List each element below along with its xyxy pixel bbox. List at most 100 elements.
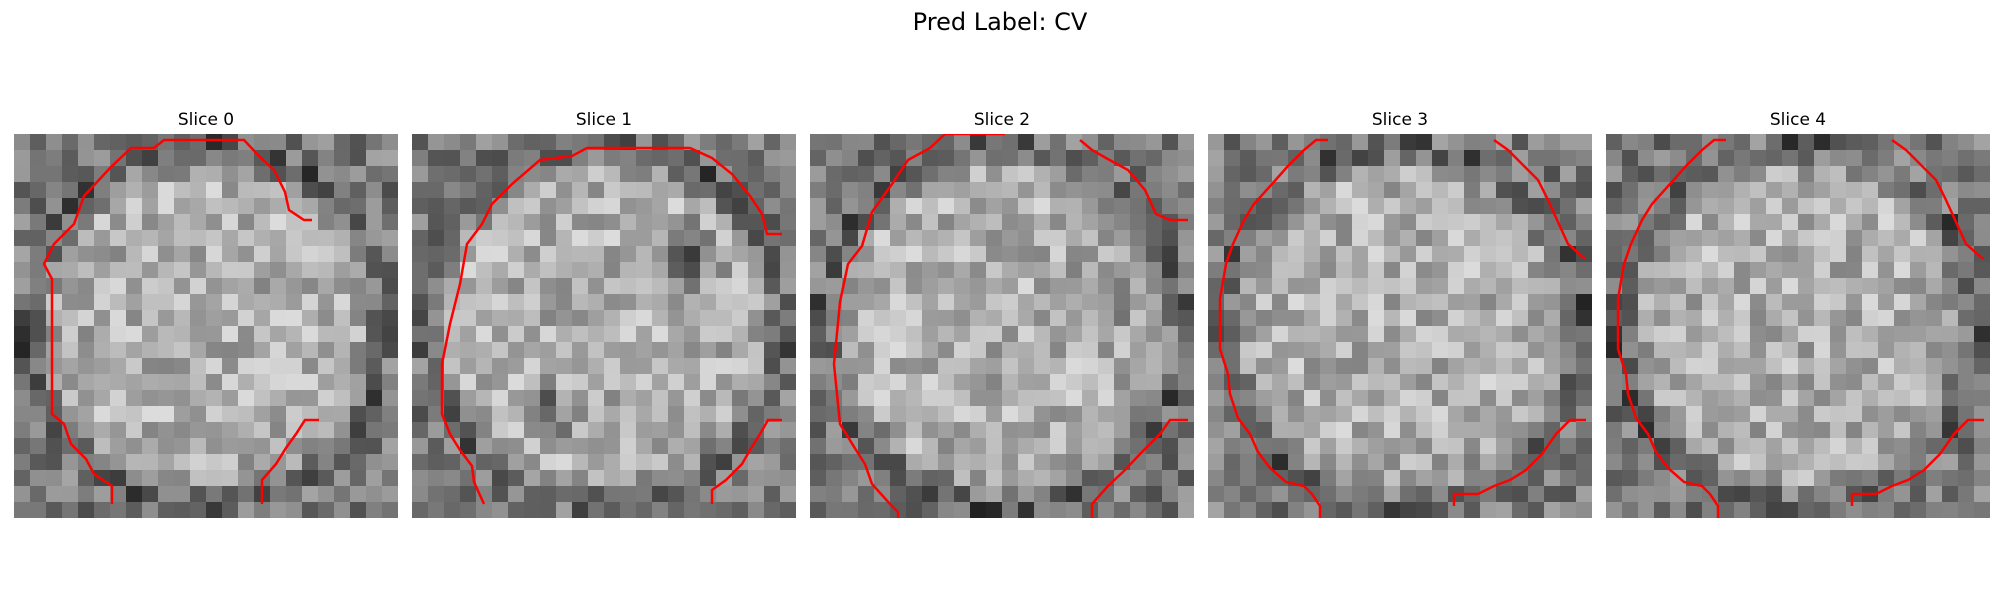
image-pixel [30,182,46,198]
image-pixel [764,150,780,166]
image-pixel [810,358,826,374]
image-pixel [1782,502,1798,518]
image-pixel [938,182,954,198]
image-pixel [78,406,94,422]
image-pixel [810,182,826,198]
image-pixel [1224,198,1240,214]
image-pixel [1734,326,1750,342]
image-pixel [460,502,476,518]
image-pixel [1130,246,1146,262]
image-pixel [652,486,668,502]
image-pixel [1622,486,1638,502]
image-pixel [1894,134,1910,150]
image-pixel [382,454,398,470]
image-pixel [1464,470,1480,486]
image-pixel [1146,166,1162,182]
image-pixel [1336,422,1352,438]
image-pixel [810,422,826,438]
image-pixel [238,374,254,390]
image-pixel [620,470,636,486]
image-pixel [1910,182,1926,198]
image-pixel [1702,422,1718,438]
image-pixel [1082,294,1098,310]
image-pixel [1066,502,1082,518]
image-pixel [668,326,684,342]
image-pixel [444,486,460,502]
image-pixel [684,374,700,390]
image-pixel [906,294,922,310]
image-pixel [1846,326,1862,342]
image-pixel [986,214,1002,230]
image-pixel [1750,326,1766,342]
image-pixel [1130,438,1146,454]
image-pixel [1208,262,1224,278]
image-pixel [492,486,508,502]
image-pixel [986,246,1002,262]
image-pixel [78,486,94,502]
image-pixel [540,182,556,198]
image-pixel [1034,454,1050,470]
image-pixel [1256,358,1272,374]
image-pixel [970,230,986,246]
image-pixel [906,470,922,486]
image-pixel [350,374,366,390]
image-pixel [78,294,94,310]
image-pixel [94,230,110,246]
image-pixel [1926,214,1942,230]
image-pixel [302,502,318,518]
image-pixel [970,502,986,518]
image-pixel [444,390,460,406]
image-pixel [1098,470,1114,486]
image-pixel [1288,246,1304,262]
image-pixel [1974,246,1990,262]
image-pixel [428,150,444,166]
image-pixel [508,502,524,518]
image-pixel [302,150,318,166]
image-pixel [572,182,588,198]
image-pixel [1974,470,1990,486]
image-pixel [444,214,460,230]
image-pixel [1320,406,1336,422]
image-pixel [1718,230,1734,246]
image-pixel [30,486,46,502]
image-pixel [1352,374,1368,390]
image-pixel [14,214,30,230]
image-pixel [1050,230,1066,246]
image-pixel [588,182,604,198]
image-pixel [1352,214,1368,230]
image-pixel [444,470,460,486]
image-pixel [366,470,382,486]
image-pixel [366,214,382,230]
image-pixel [1034,326,1050,342]
image-pixel [206,182,222,198]
image-pixel [1702,342,1718,358]
image-pixel [1082,246,1098,262]
image-pixel [222,262,238,278]
image-pixel [1528,470,1544,486]
image-pixel [652,246,668,262]
image-pixel [1208,502,1224,518]
image-pixel [700,326,716,342]
image-pixel [286,342,302,358]
image-pixel [158,502,174,518]
image-pixel [970,358,986,374]
image-pixel [428,502,444,518]
image-pixel [1958,374,1974,390]
image-pixel [14,422,30,438]
image-pixel [190,486,206,502]
image-pixel [1878,406,1894,422]
image-pixel [1240,502,1256,518]
image-pixel [1798,342,1814,358]
image-pixel [94,406,110,422]
image-pixel [222,182,238,198]
image-pixel [748,502,764,518]
image-pixel [620,214,636,230]
image-pixel [1320,166,1336,182]
image-pixel [1910,486,1926,502]
image-pixel [1894,502,1910,518]
image-pixel [1448,294,1464,310]
image-pixel [1782,390,1798,406]
image-pixel [748,358,764,374]
image-pixel [14,310,30,326]
image-pixel [716,310,732,326]
